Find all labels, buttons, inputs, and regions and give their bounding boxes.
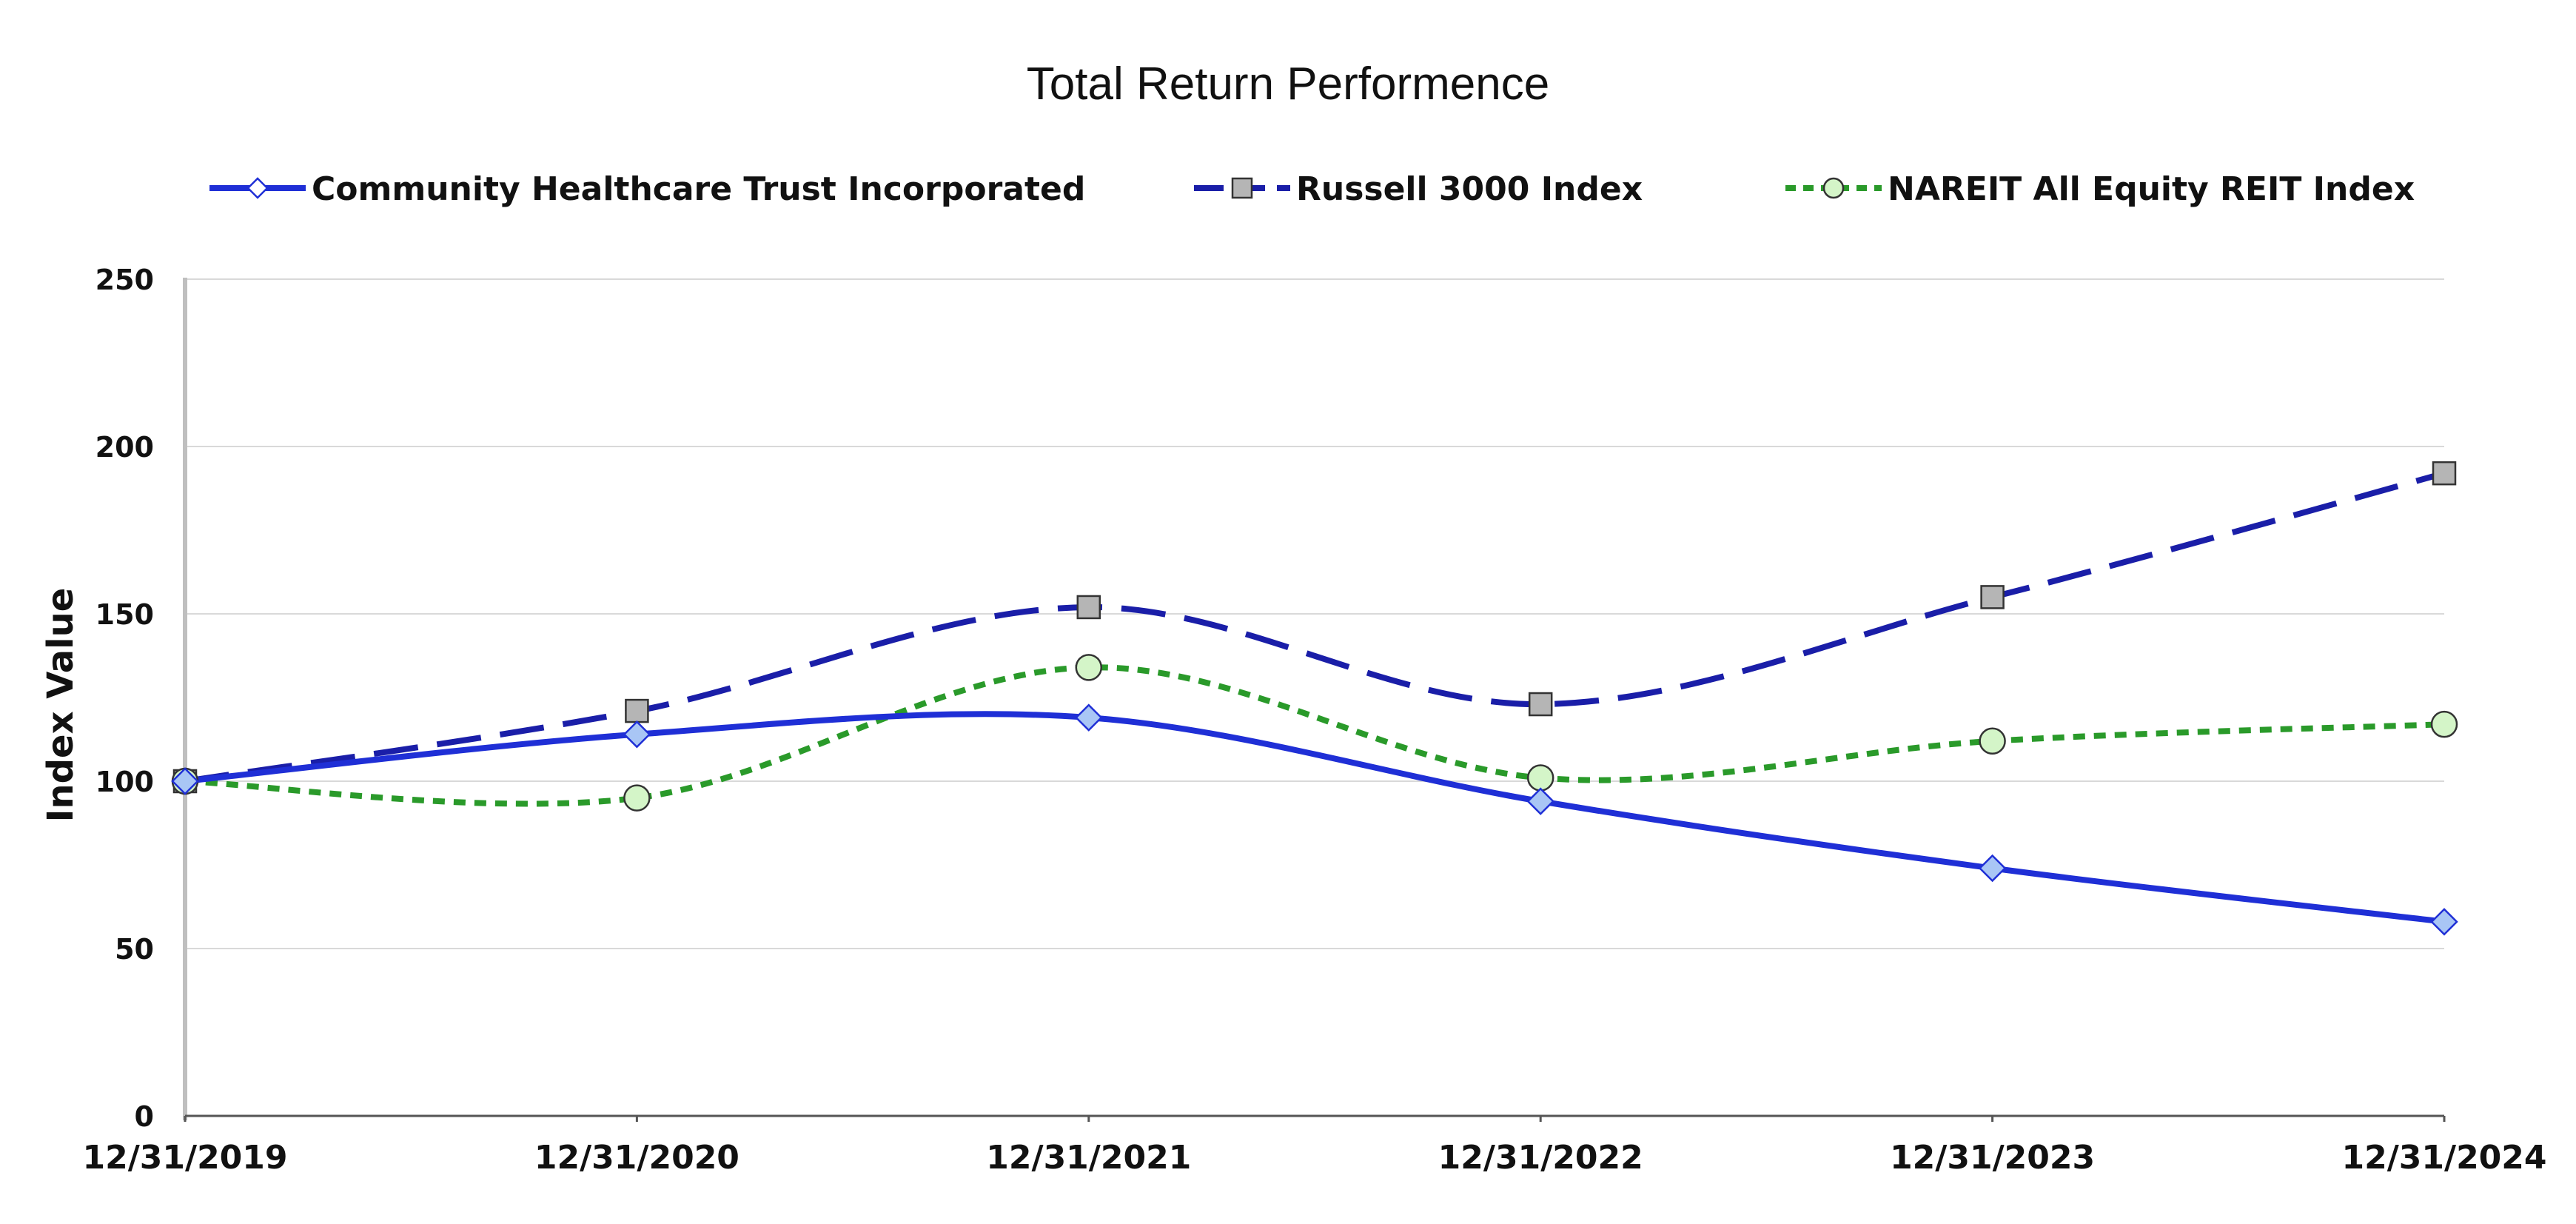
y-axis-tick-labels: 0 50 100 150 200 250 bbox=[95, 264, 154, 1133]
series-2-point bbox=[1075, 654, 1103, 681]
legend-marker bbox=[1822, 177, 1845, 199]
series-2-line bbox=[184, 664, 2445, 807]
series-2-point bbox=[623, 784, 651, 812]
y-axis-title: Index Value bbox=[40, 588, 81, 823]
series-0-point bbox=[1526, 787, 1554, 815]
legend-label: NAREIT All Equity REIT Index bbox=[1888, 170, 2415, 208]
series-0-point bbox=[2430, 908, 2458, 936]
y-tick-label: 250 bbox=[95, 264, 154, 296]
x-axis-tick-labels: 12/31/2019 12/31/2020 12/31/2021 12/31/2022… bbox=[82, 1139, 2546, 1177]
x-tick-label: 12/31/2022 bbox=[1438, 1139, 1643, 1177]
series-0-markers bbox=[171, 703, 2458, 936]
x-tick-label: 12/31/2021 bbox=[986, 1139, 1191, 1177]
series-0-point bbox=[1075, 703, 1103, 732]
y-tick-label: 50 bbox=[115, 933, 154, 966]
x-tick-label: 12/31/2023 bbox=[1890, 1139, 2095, 1177]
gridlines bbox=[185, 278, 2444, 949]
series-1-point bbox=[1528, 692, 1553, 717]
x-axis-ticks bbox=[184, 1116, 2446, 1122]
series-0-line bbox=[184, 711, 2445, 925]
series-2-group bbox=[184, 664, 2445, 807]
series-2-point bbox=[1979, 727, 2006, 755]
series-0-point bbox=[171, 767, 199, 795]
legend-marker bbox=[1231, 177, 1253, 199]
series-0-point bbox=[623, 720, 651, 749]
series-1-point bbox=[625, 698, 649, 723]
y-tick-label: 150 bbox=[95, 598, 154, 631]
x-tick-label: 12/31/2019 bbox=[82, 1139, 287, 1177]
series-1-point bbox=[1980, 585, 2005, 609]
legend-item: NAREIT All Equity REIT Index bbox=[1785, 170, 2415, 208]
legend-label: Russell 3000 Index bbox=[1296, 170, 1643, 208]
series-0-point bbox=[1978, 854, 2007, 883]
series-2-point bbox=[2430, 710, 2458, 738]
legend-marker bbox=[246, 177, 269, 199]
legend-item: Russell 3000 Index bbox=[1194, 170, 1643, 208]
x-tick-label: 12/31/2020 bbox=[534, 1139, 739, 1177]
series-1-point bbox=[1076, 595, 1101, 620]
x-tick-label: 12/31/2024 bbox=[2341, 1139, 2546, 1177]
y-tick-label: 200 bbox=[95, 431, 154, 464]
legend-label: Community Healthcare Trust Incorporated bbox=[312, 170, 1085, 208]
series-0-group bbox=[184, 711, 2445, 925]
y-tick-label: 0 bbox=[135, 1100, 154, 1133]
series-2-point bbox=[1526, 764, 1554, 792]
series-1-point bbox=[2432, 461, 2457, 486]
chart-title: Total Return Performence bbox=[1026, 58, 1550, 110]
y-tick-label: 100 bbox=[95, 766, 154, 798]
series-1-group bbox=[184, 470, 2446, 784]
series-1-line bbox=[184, 470, 2446, 784]
legend-item: Community Healthcare Trust Incorporated bbox=[209, 170, 1085, 208]
legend: Community Healthcare Trust Incorporated R… bbox=[209, 170, 2415, 208]
